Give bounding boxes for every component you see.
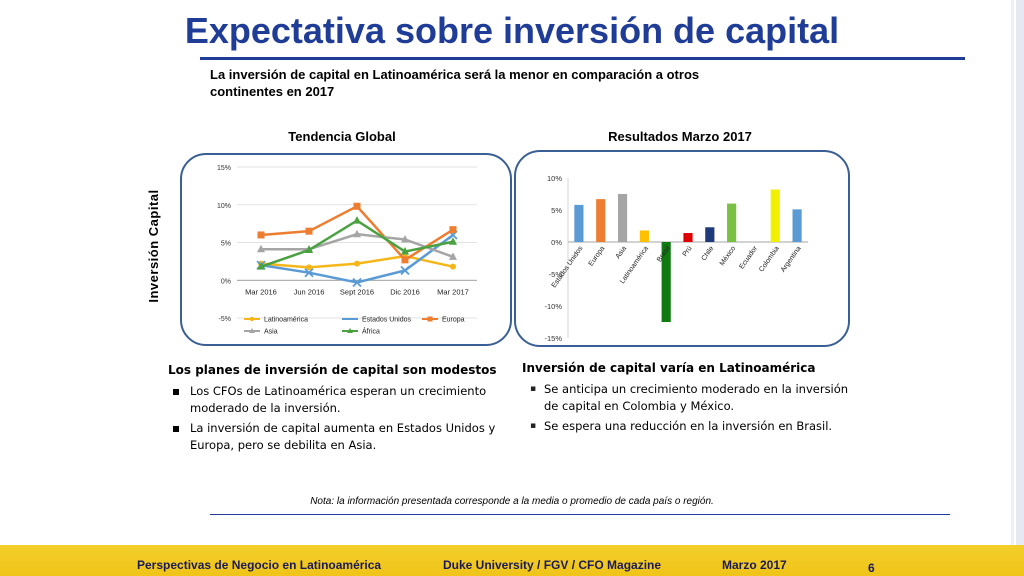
x-tick-label: Mar 2016 [245,287,277,296]
footer-left-text: Perspectivas de Negocio en Latinoamérica [137,558,382,572]
y-tick-label: -5% [219,316,231,323]
data-point [449,237,457,245]
category-label: México [719,245,738,267]
y-tick-label: 0% [221,278,231,285]
category-label: Chile [701,245,716,262]
y-tick-label: -15% [544,334,562,343]
bar-chart: 10%5%0%-5%-10%-15%Estados Unidos Europa As… [544,174,808,343]
data-point [354,260,360,267]
data-point [257,244,265,253]
y-tick-label: 0% [551,238,562,247]
right-bullet: Se anticipa un crecimiento moderado en l… [530,381,852,415]
data-point [353,216,361,224]
x-tick-label: Jun 2016 [294,287,325,296]
data-point [401,256,409,264]
left-bullet: La inversión de capital aumenta en Estad… [173,420,498,454]
category-label: Ecuador [738,245,759,271]
y-tick-label: 10% [217,203,231,210]
x-tick-label: Mar 2017 [437,287,469,296]
bar [639,230,649,242]
legend-marker [249,316,255,322]
left-summary-heading: Los planes de inversión de capital son m… [168,363,497,377]
category-label: Europa [588,245,607,268]
x-tick-label: Dic 2016 [390,287,420,296]
category-label: Asia [615,245,629,260]
data-point [257,231,265,239]
bar [596,199,606,242]
legend-marker [427,316,433,322]
y-tick-label: 15% [217,165,231,172]
page-subtitle: La inversión de capital en Latinoamérica… [210,67,700,99]
legend-marker [347,328,353,333]
y-tick-label: 5% [221,241,231,248]
bar [727,203,737,242]
y-tick-label: -5% [549,270,563,279]
right-bullet: Se espera una reducción en la inversión … [530,418,852,435]
category-label: Colombia [758,245,781,273]
data-point [449,252,457,260]
y-axis-label: Inversión Capital [146,189,161,303]
page-number: 6 [868,561,875,575]
bar [705,227,715,242]
data-point [352,277,362,288]
footer-center-text: Duke University / FGV / CFO Magazine [443,558,662,572]
data-point [304,268,314,278]
footer-date: Marzo 2017 [722,558,787,572]
left-bullet: Los CFOs de Latinoamérica esperan un cre… [173,383,498,417]
bar [617,194,628,242]
right-summary-heading: Inversión de capital varía en Latinoamér… [522,361,816,375]
data-point [305,245,313,254]
y-tick-label: -10% [544,302,562,311]
left-summary: Los planes de inversión de capital son m… [168,362,498,457]
y-tick-label: 5% [551,206,562,215]
page-title: Expectativa sobre inversión de capital [184,10,840,51]
bar [661,242,671,322]
x-tick-label: Sept 2016 [340,287,374,296]
category-label: Prú [682,245,694,258]
right-summary: Inversión de capital varía en Latinoamér… [522,360,852,438]
line-chart-title: Tendencia Global [288,129,396,144]
legend-label: África [362,327,380,336]
data-point [401,247,409,255]
bar [792,209,802,242]
series-line [260,233,454,284]
legend-label: Latinoamérica [264,317,308,324]
footer-bar [0,545,1024,576]
bar [770,189,780,242]
data-point [306,264,312,271]
line-chart-panel: 15% 10% 5% 0% -5% Mar 2016 Jun 2016 Sept 2016 Di… [180,153,512,346]
line-chart: 15% 10% 5% 0% -5% Mar 2016 Jun 2016 Sept 2016 Di… [217,165,477,336]
category-label: Argentina [780,245,803,274]
legend-marker [249,328,255,333]
decorative-stripes [1000,0,1024,576]
footnote: Nota: la información presentada correspo… [310,496,714,507]
data-point [353,229,361,238]
title-divider [200,57,965,60]
y-tick-label: 10% [547,174,562,183]
bar-chart-panel: 10% 5% 0% -5% -10% -15% Estados Unidos Europa As… [514,150,850,347]
bar-chart-title: Resultados Marzo 2017 [608,129,752,144]
legend-label: Estados Unidos [362,317,412,324]
data-point [305,227,313,235]
data-point [449,226,457,234]
data-point [450,263,456,270]
legend-label: Europa [442,317,465,324]
bar [574,204,584,242]
bar [683,233,693,242]
legend-label: Asia [264,329,278,336]
data-point [257,262,265,270]
series-line [261,232,454,259]
data-point [401,234,409,243]
data-point [353,202,361,210]
footer-divider [210,514,950,515]
data-point [400,265,410,276]
